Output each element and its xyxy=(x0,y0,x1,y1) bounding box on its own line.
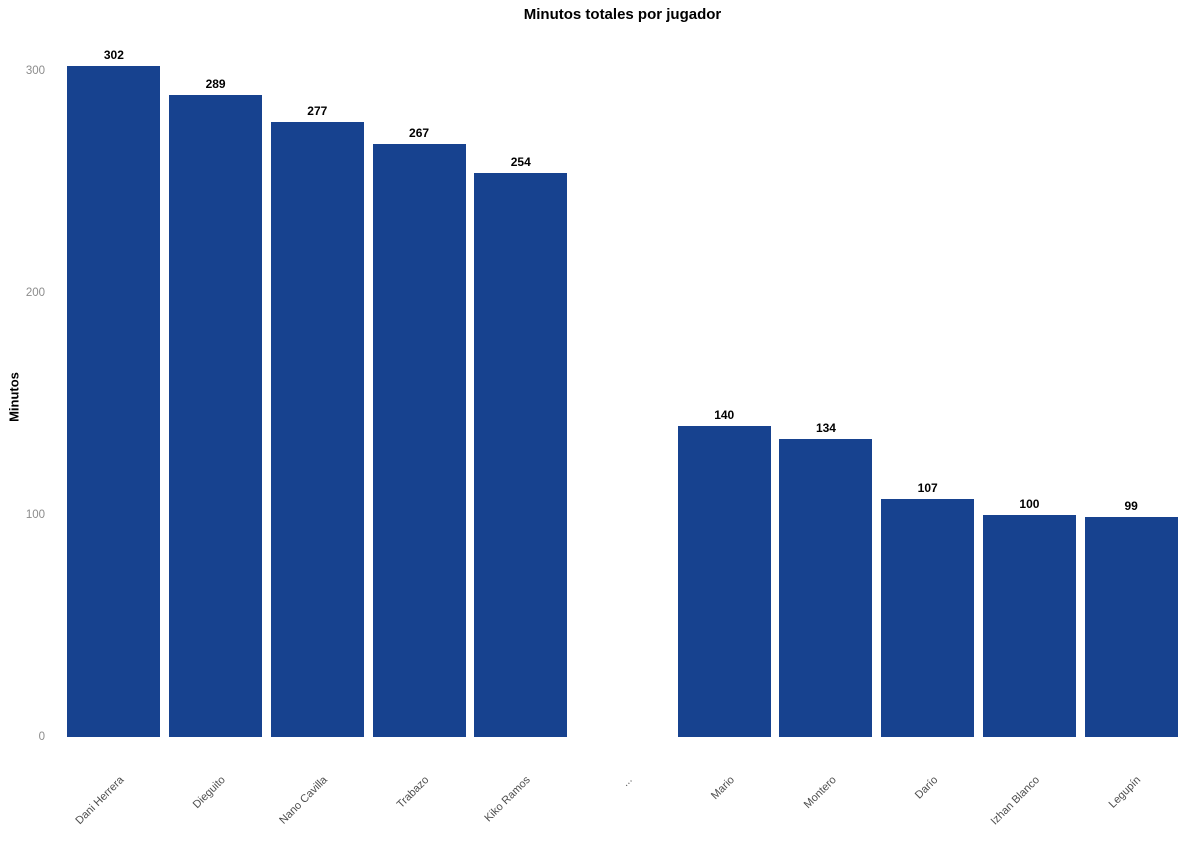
bar xyxy=(67,66,161,737)
x-tick-label: Nano Cavilla xyxy=(277,774,330,827)
bar xyxy=(881,499,975,737)
bar-value-label: 107 xyxy=(917,481,938,496)
bar-value-label: 289 xyxy=(205,77,226,92)
bar xyxy=(982,514,1076,737)
bar-value-label: 277 xyxy=(307,103,328,118)
x-tick-label: Montero xyxy=(801,774,839,812)
bar-value-label: 267 xyxy=(409,126,430,141)
bar xyxy=(270,121,364,737)
y-tick-label: 100 xyxy=(25,508,45,521)
x-tick-label: ... xyxy=(620,774,635,789)
bar xyxy=(372,144,466,737)
x-tick-label: Mario xyxy=(708,774,737,802)
bar xyxy=(677,426,771,737)
chart-title: Minutos totales por jugador xyxy=(523,6,722,23)
bar xyxy=(474,172,568,737)
bar-value-label: 134 xyxy=(815,421,836,436)
x-tick-label: Dieguito xyxy=(191,774,229,812)
bar xyxy=(1084,517,1178,737)
bar-value-label: 140 xyxy=(714,408,735,423)
y-tick-label: 200 xyxy=(25,286,45,299)
y-axis-label: Minutos xyxy=(6,372,22,422)
x-tick-label: Dani Herrera xyxy=(73,774,127,828)
x-tick-label: Legupín xyxy=(1107,774,1144,811)
bar-value-label: 99 xyxy=(1124,499,1138,514)
x-tick-label: Izhan Blanco xyxy=(988,774,1042,828)
bar-value-label: 254 xyxy=(510,154,531,169)
bar xyxy=(169,95,263,737)
bar xyxy=(779,439,873,737)
y-tick-label: 0 xyxy=(38,731,45,743)
bar-value-label: 100 xyxy=(1019,496,1040,511)
bar-value-label: 302 xyxy=(103,48,124,63)
y-tick-label: 300 xyxy=(25,64,45,77)
x-tick-label: Trabazo xyxy=(394,774,432,811)
x-tick-label: Kiko Ramos xyxy=(482,774,534,825)
x-tick-label: Darío xyxy=(912,774,941,802)
